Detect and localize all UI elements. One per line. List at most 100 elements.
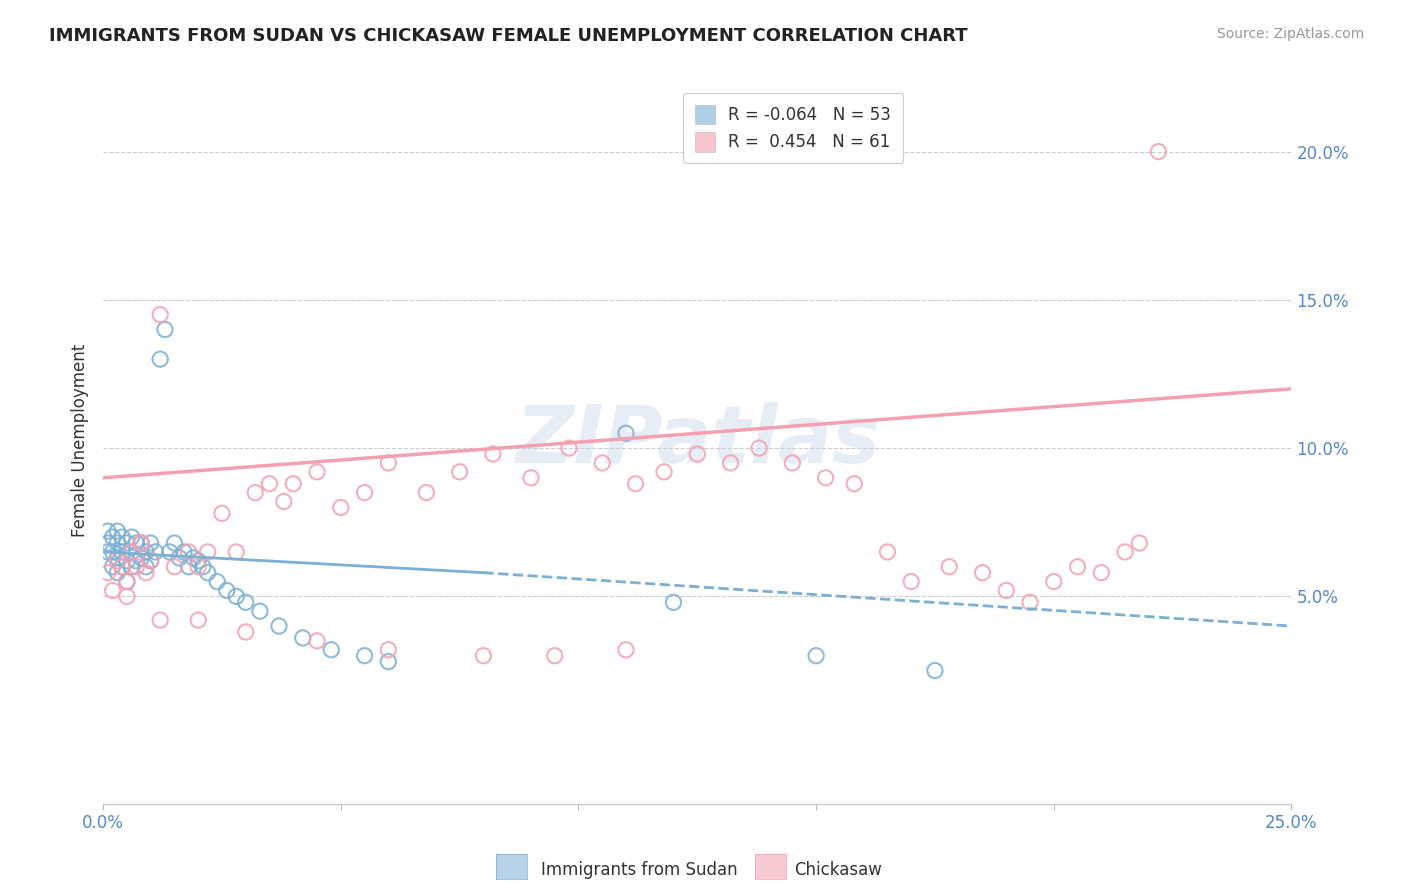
Legend: R = -0.064   N = 53, R =  0.454   N = 61: R = -0.064 N = 53, R = 0.454 N = 61	[683, 93, 903, 163]
Text: Chickasaw: Chickasaw	[794, 861, 883, 879]
Point	[101, 530, 124, 544]
Y-axis label: Female Unemployment: Female Unemployment	[72, 344, 89, 537]
Point	[782, 456, 804, 470]
Point	[115, 574, 138, 589]
Point	[558, 441, 581, 455]
Point	[544, 648, 567, 663]
Point	[449, 465, 471, 479]
Point	[614, 642, 637, 657]
Point	[205, 574, 228, 589]
Point	[159, 545, 181, 559]
Point	[191, 559, 214, 574]
Point	[235, 595, 257, 609]
Point	[125, 554, 148, 568]
Point	[149, 613, 172, 627]
Point	[125, 536, 148, 550]
Point	[273, 494, 295, 508]
Text: Source: ZipAtlas.com: Source: ZipAtlas.com	[1216, 27, 1364, 41]
Point	[245, 485, 267, 500]
Point	[183, 550, 205, 565]
Point	[1066, 559, 1088, 574]
Point	[283, 476, 305, 491]
Point	[225, 545, 247, 559]
Point	[97, 545, 120, 559]
Point	[614, 426, 637, 441]
Point	[804, 648, 827, 663]
Point	[149, 352, 172, 367]
Point	[1147, 145, 1170, 159]
Point	[900, 574, 922, 589]
Point	[321, 642, 343, 657]
Point	[149, 308, 172, 322]
Point	[482, 447, 505, 461]
Point	[377, 655, 399, 669]
Point	[97, 566, 120, 580]
Point	[591, 456, 613, 470]
Point	[111, 530, 134, 544]
Point	[259, 476, 281, 491]
Point	[115, 554, 138, 568]
Point	[105, 524, 128, 538]
Point	[215, 583, 238, 598]
Point	[876, 545, 898, 559]
Point	[520, 471, 543, 485]
Point	[1128, 536, 1150, 550]
Point	[153, 322, 176, 336]
Point	[305, 465, 328, 479]
Point	[115, 536, 138, 550]
Point	[111, 559, 134, 574]
Point	[267, 619, 290, 633]
Point	[225, 590, 247, 604]
Point	[1042, 574, 1064, 589]
Point	[415, 485, 437, 500]
Point	[1114, 545, 1136, 559]
Point	[720, 456, 742, 470]
Point	[177, 545, 200, 559]
Point	[115, 590, 138, 604]
Point	[197, 566, 219, 580]
Point	[121, 530, 143, 544]
Point	[353, 485, 375, 500]
Point	[305, 633, 328, 648]
Point	[249, 604, 271, 618]
Point	[1090, 566, 1112, 580]
Point	[187, 613, 209, 627]
Point	[139, 536, 162, 550]
Point	[173, 545, 195, 559]
Point	[472, 648, 495, 663]
Point	[197, 545, 219, 559]
Point	[377, 456, 399, 470]
Point	[121, 545, 143, 559]
Point	[353, 648, 375, 663]
Text: Immigrants from Sudan: Immigrants from Sudan	[541, 861, 738, 879]
Point	[139, 554, 162, 568]
Point	[129, 550, 152, 565]
Point	[129, 536, 152, 550]
Point	[938, 559, 960, 574]
Point	[97, 524, 120, 538]
Point	[814, 471, 837, 485]
Point	[187, 554, 209, 568]
Point	[624, 476, 647, 491]
Point	[129, 536, 152, 550]
Point	[377, 642, 399, 657]
Point	[995, 583, 1018, 598]
Point	[187, 559, 209, 574]
Point	[125, 559, 148, 574]
Point	[101, 559, 124, 574]
Point	[105, 536, 128, 550]
Point	[329, 500, 352, 515]
Point	[135, 566, 157, 580]
Point	[291, 631, 314, 645]
Text: IMMIGRANTS FROM SUDAN VS CHICKASAW FEMALE UNEMPLOYMENT CORRELATION CHART: IMMIGRANTS FROM SUDAN VS CHICKASAW FEMAL…	[49, 27, 967, 45]
Point	[135, 559, 157, 574]
Point	[972, 566, 994, 580]
Point	[101, 545, 124, 559]
Point	[129, 536, 152, 550]
Point	[115, 574, 138, 589]
Point	[748, 441, 770, 455]
Point	[844, 476, 866, 491]
Point	[235, 625, 257, 640]
Point	[97, 536, 120, 550]
Point	[105, 550, 128, 565]
